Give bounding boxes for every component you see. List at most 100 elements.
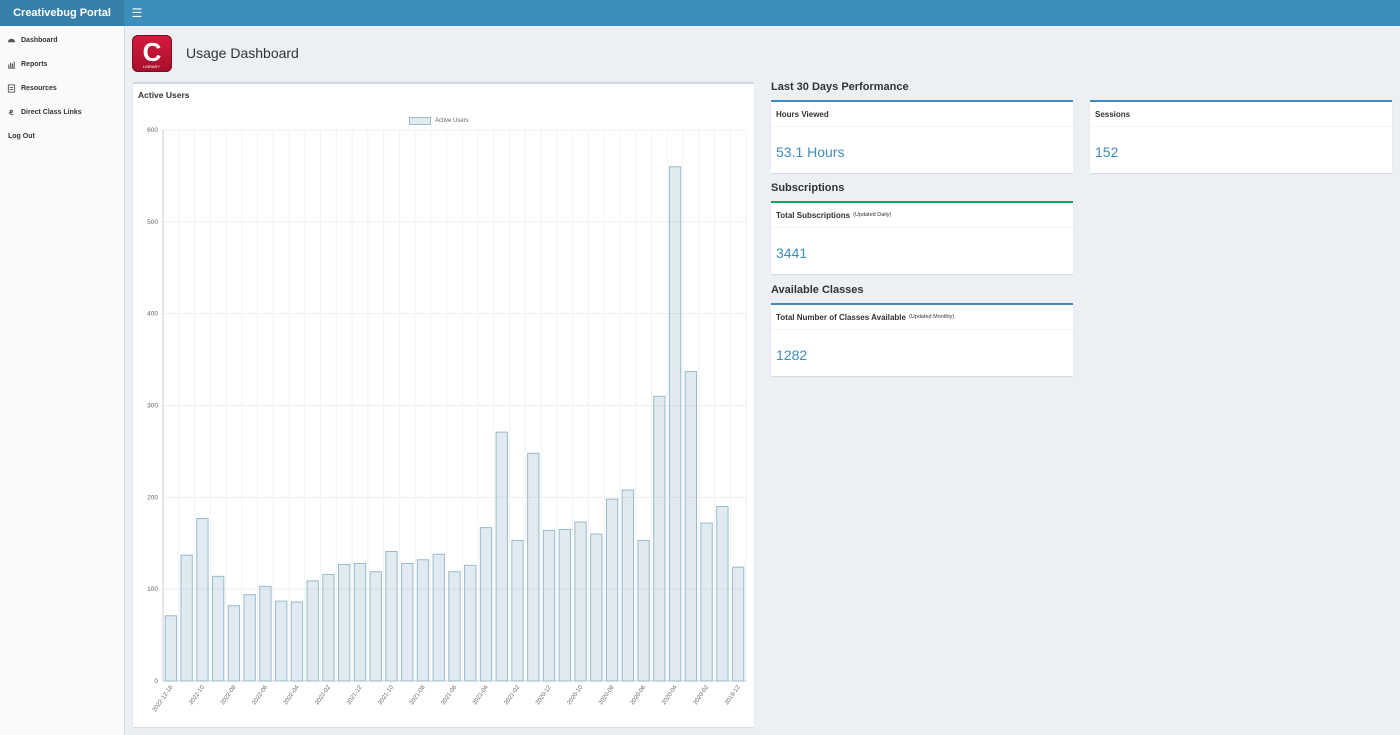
sidebar-item-label: Direct Class Links — [21, 108, 82, 116]
subscriptions-note: (Updated Daily) — [853, 212, 892, 218]
x-tick-label: 2022-06 — [252, 684, 270, 706]
y-tick-label: 500 — [147, 219, 158, 226]
bar — [668, 166, 682, 682]
subscriptions-title: Subscriptions — [771, 182, 845, 194]
y-tick-label: 200 — [147, 494, 158, 501]
subscriptions-header: Total Subscriptions (Updated Daily) — [771, 203, 1073, 228]
bar — [353, 562, 367, 682]
bar — [511, 539, 524, 682]
classes-label: Total Number of Classes Available — [776, 312, 906, 322]
bar — [542, 529, 556, 682]
x-tick-label: 2020-04 — [661, 684, 679, 706]
bar — [180, 554, 193, 682]
bar — [227, 605, 241, 682]
bar — [164, 615, 178, 682]
x-tick-label: 2021-06 — [441, 684, 459, 706]
x-tick-label: 2021-08 — [409, 684, 427, 706]
bar — [243, 594, 256, 682]
x-tick-label: 2021-02 — [504, 684, 522, 706]
bar — [637, 539, 650, 682]
y-tick-label: 0 — [154, 678, 158, 685]
active-users-title: Active Users — [138, 90, 190, 100]
logo-caption: LIBRARY — [143, 64, 161, 69]
creativebug-library-logo: C LIBRARY — [132, 35, 172, 72]
sidebar-item-direct-class-links[interactable]: Direct Class Links — [0, 100, 124, 124]
bar — [684, 371, 698, 682]
x-tick-label: 2021-04 — [472, 684, 490, 706]
bar — [432, 553, 445, 682]
x-tick-label: 2021-10 — [378, 684, 396, 706]
sidebar-item-label: Dashboard — [21, 36, 58, 44]
x-tick-label: 2020-12 — [535, 684, 553, 706]
bar — [322, 573, 335, 682]
subscriptions-box: Total Subscriptions (Updated Daily) 3441 — [771, 201, 1073, 274]
sidebar-item-dashboard[interactable]: Dashboard — [0, 28, 124, 52]
brand-logo[interactable]: Creativebug Portal — [0, 0, 124, 26]
bar — [369, 571, 382, 682]
bar — [259, 585, 272, 682]
sidebar-item-reports[interactable]: Reports — [0, 52, 124, 76]
bar — [731, 566, 745, 682]
hours-viewed-value: 53.1 Hours — [776, 144, 845, 160]
x-tick-label: 2021-12 — [346, 684, 364, 706]
x-tick-label: 2019-12 — [724, 684, 742, 706]
bar — [605, 498, 619, 682]
sessions-value: 152 — [1095, 144, 1119, 160]
sidebar-item-log-out[interactable]: Log Out — [0, 124, 124, 148]
link-icon — [8, 109, 14, 115]
x-tick-label: 2022-04 — [283, 684, 301, 706]
x-tick-label: 2022-12-16 — [152, 684, 175, 713]
classes-box: Total Number of Classes Available (Updat… — [771, 303, 1073, 376]
logo-letter: C — [142, 37, 162, 67]
sidebar-toggle-button[interactable]: ☰ — [130, 0, 144, 26]
classes-note: (Updated Monthly) — [908, 314, 955, 320]
hours-viewed-box: Hours Viewed 53.1 Hours — [771, 100, 1073, 173]
y-tick-label: 400 — [147, 311, 158, 318]
bar — [401, 562, 414, 682]
classes-value: 1282 — [776, 347, 808, 363]
sidebar-item-resources[interactable]: Resources — [0, 76, 124, 100]
bar — [653, 395, 666, 682]
hours-viewed-label: Hours Viewed — [771, 102, 1073, 127]
bar — [621, 489, 634, 682]
active-users-chart: 0 100 200 300 400 500 600 2022-12-16 2022-10 2022… — [147, 127, 747, 713]
bar — [290, 601, 304, 682]
bar-chart-icon — [7, 61, 16, 69]
performance-title: Last 30 Days Performance — [771, 81, 909, 93]
y-tick-label: 100 — [147, 586, 158, 593]
x-tick-label: 2020-06 — [630, 684, 648, 706]
bar — [448, 571, 461, 682]
bar — [275, 600, 288, 682]
bar — [495, 431, 508, 682]
x-tick-label: 2022-08 — [220, 684, 238, 706]
sidebar: Dashboard Reports Resources Direct Class… — [0, 26, 125, 735]
file-icon — [7, 83, 16, 93]
x-tick-label: 2020-10 — [567, 684, 585, 706]
subscriptions-value: 3441 — [776, 245, 808, 261]
bar — [574, 521, 587, 682]
x-tick-label: 2022-10 — [188, 684, 206, 706]
y-tick-label: 600 — [147, 127, 158, 134]
bar — [527, 452, 540, 682]
legend-label: Active Users — [435, 118, 469, 124]
bar — [196, 517, 209, 682]
x-tick-label: 2020-08 — [598, 684, 616, 706]
sidebar-item-label: Log Out — [8, 132, 35, 140]
bar — [558, 528, 571, 682]
sessions-label: Sessions — [1090, 102, 1392, 127]
bar — [479, 527, 493, 682]
top-navbar: Creativebug Portal ☰ — [0, 0, 1400, 26]
x-tick-label: 2022-02 — [315, 684, 333, 706]
bar — [338, 563, 351, 682]
sidebar-item-label: Resources — [21, 84, 57, 92]
main-content: C LIBRARY Usage Dashboard Active Users A… — [125, 26, 1400, 735]
dashboard-icon — [7, 38, 16, 42]
subscriptions-label: Total Subscriptions — [776, 210, 851, 220]
bar — [385, 551, 398, 682]
chart-legend[interactable]: Active Users — [409, 117, 469, 125]
legend-swatch — [409, 117, 431, 125]
bar — [416, 559, 430, 682]
sidebar-item-label: Reports — [21, 60, 48, 68]
y-tick-label: 300 — [147, 403, 158, 410]
classes-header: Total Number of Classes Available (Updat… — [771, 305, 1073, 330]
